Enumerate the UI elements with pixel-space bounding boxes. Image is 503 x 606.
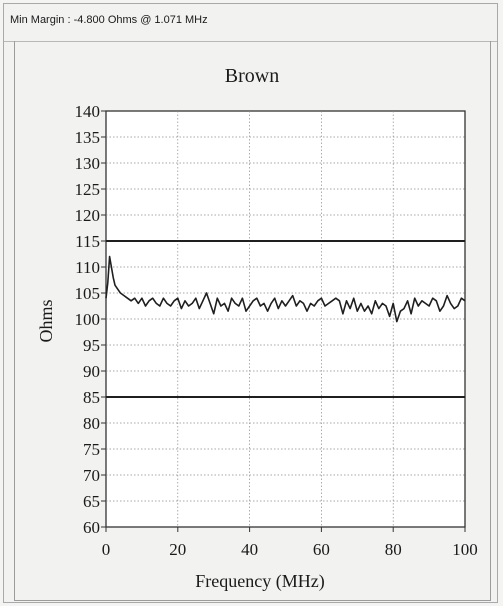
chart-window: Min Margin : -4.800 Ohms @ 1.071 MHz Bro… (3, 3, 498, 603)
y-tick-label: 100 (75, 310, 101, 329)
y-tick-label: 65 (83, 492, 100, 511)
y-axis-label: Ohms (36, 299, 56, 342)
impedance-chart: Brown Frequency (MHz) Ohms 60 65 70 75 80 85 9… (36, 65, 478, 592)
impedance-series-line (105, 255, 466, 323)
y-tick-label: 90 (83, 362, 100, 381)
min-margin-text: Min Margin : -4.800 Ohms @ 1.071 MHz (10, 14, 208, 26)
limit-lines (106, 240, 465, 398)
y-tick-label: 120 (75, 206, 101, 225)
y-tick-label: 125 (75, 180, 101, 199)
y-tick-label: 105 (75, 284, 101, 303)
chart-title: Brown (225, 65, 279, 87)
x-tick-label: 60 (313, 540, 330, 559)
y-tick-label: 135 (75, 128, 101, 147)
y-tick-label: 80 (83, 414, 100, 433)
x-tick-label: 0 (102, 540, 111, 559)
y-tick-label: 115 (75, 232, 100, 251)
y-tick-label: 85 (83, 388, 100, 407)
y-tick-label: 75 (83, 440, 100, 459)
margin-header: Min Margin : -4.800 Ohms @ 1.071 MHz (4, 4, 497, 42)
chart-frame (14, 41, 491, 601)
x-tick-label: 40 (241, 540, 258, 559)
x-tick-label: 20 (169, 540, 186, 559)
x-tick-label: 100 (452, 540, 478, 559)
y-tick-label: 140 (75, 102, 101, 121)
tick-labels: 60 65 70 75 80 85 90 95 100 105 110 115 120 125 130 135… (75, 102, 478, 559)
y-tick-label: 130 (75, 154, 101, 173)
y-tick-label: 110 (75, 258, 100, 277)
x-axis-label: Frequency (MHz) (195, 571, 324, 592)
y-tick-label: 60 (83, 518, 100, 537)
y-tick-label: 70 (83, 466, 100, 485)
x-tick-label: 80 (385, 540, 402, 559)
series-layer (105, 255, 466, 323)
grid-layer (101, 110, 466, 532)
y-tick-label: 95 (83, 336, 100, 355)
